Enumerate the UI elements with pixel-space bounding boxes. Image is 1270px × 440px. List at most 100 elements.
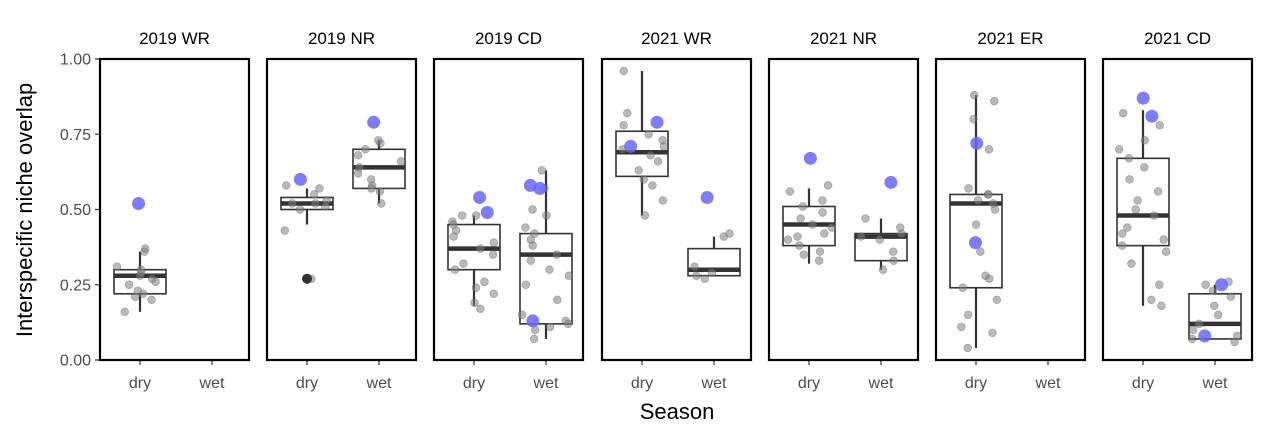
x-axis-title: Season [640, 399, 715, 424]
data-point [1157, 301, 1166, 311]
data-point [818, 196, 827, 205]
highlight-point [1215, 278, 1229, 292]
data-point [1147, 295, 1156, 304]
data-point [124, 280, 134, 289]
data-point [969, 90, 979, 100]
data-point [795, 241, 804, 250]
data-point [480, 277, 489, 286]
data-point [1208, 286, 1218, 295]
data-point [377, 199, 386, 208]
data-point [623, 108, 632, 118]
data-point [896, 223, 905, 232]
data-point [969, 114, 978, 124]
data-point [815, 247, 825, 256]
data-point [470, 298, 479, 308]
facet-strip-label: 2021 NR [810, 29, 877, 48]
x-tick-label: wet [1035, 375, 1061, 392]
data-point [374, 136, 383, 145]
data-point [529, 334, 539, 344]
data-point [564, 271, 574, 280]
data-point [1117, 241, 1127, 250]
data-point [1210, 301, 1219, 311]
data-point [878, 265, 888, 274]
highlight-point [884, 175, 898, 189]
data-point [973, 196, 983, 205]
data-point [692, 271, 701, 280]
facet-strip-label: 2019 CD [475, 29, 542, 48]
data-point [808, 220, 817, 229]
data-point [958, 283, 967, 292]
data-point [793, 232, 802, 241]
data-point [646, 151, 655, 160]
data-point [963, 310, 973, 320]
data-point [1131, 205, 1140, 214]
data-point [517, 310, 527, 320]
data-point [814, 256, 824, 265]
y-tick-label: 0.25 [60, 277, 91, 294]
data-point [282, 181, 291, 190]
box [1116, 157, 1170, 247]
data-point [796, 214, 805, 223]
data-point [295, 205, 305, 214]
data-point [990, 96, 999, 106]
data-point [648, 181, 657, 190]
data-point [861, 214, 870, 223]
data-point [964, 184, 973, 193]
data-point [476, 244, 485, 253]
data-point [450, 265, 460, 274]
data-point [530, 229, 539, 238]
data-point [141, 244, 150, 253]
data-point [658, 196, 667, 205]
highlight-point [526, 314, 540, 328]
box [949, 193, 1003, 289]
data-point [1114, 145, 1124, 154]
y-tick-label: 0.75 [60, 127, 91, 144]
x-tick-label: dry [798, 375, 820, 392]
data-point [280, 226, 290, 235]
data-point [690, 262, 699, 271]
data-point [725, 229, 734, 238]
panel-border [767, 57, 920, 362]
data-point [1118, 229, 1127, 238]
data-point [552, 250, 561, 259]
data-point [311, 199, 320, 208]
highlight-point [132, 196, 146, 210]
data-point [367, 175, 376, 184]
data-point [561, 316, 570, 326]
data-point [448, 217, 457, 226]
x-tick-label: dry [965, 375, 987, 392]
y-axis: 0.00 0.25 0.50 0.75 1.00 [60, 52, 100, 370]
data-point [526, 235, 536, 244]
data-point [471, 283, 481, 292]
data-point [1149, 211, 1159, 220]
data-point [521, 223, 530, 232]
data-point [1125, 175, 1134, 184]
highlight-point [480, 206, 494, 220]
facet-strip-label: 2021 ER [977, 29, 1043, 48]
data-point [476, 304, 485, 314]
data-point [367, 184, 376, 193]
y-tick-label: 1.00 [60, 52, 91, 69]
data-point [112, 262, 122, 271]
data-point [827, 223, 836, 232]
data-point [798, 202, 807, 211]
data-point [856, 232, 866, 241]
data-point [545, 265, 554, 274]
highlight-point [473, 190, 487, 204]
data-point [1188, 334, 1197, 344]
data-point [1233, 331, 1242, 341]
data-point [799, 250, 808, 259]
highlight-point [650, 115, 664, 129]
x-tick-label: wet [701, 375, 727, 392]
data-point [528, 205, 537, 214]
facet-panel: 2021 CD dry wet [1101, 29, 1254, 392]
data-point [889, 256, 898, 265]
data-point [700, 274, 709, 283]
highlight-point [293, 172, 307, 186]
highlight-point [700, 190, 714, 204]
data-point [457, 211, 467, 220]
data-point [1133, 196, 1142, 205]
highlight-point [1136, 91, 1150, 105]
facet-panel: 2021 NR dry wet [767, 29, 920, 392]
